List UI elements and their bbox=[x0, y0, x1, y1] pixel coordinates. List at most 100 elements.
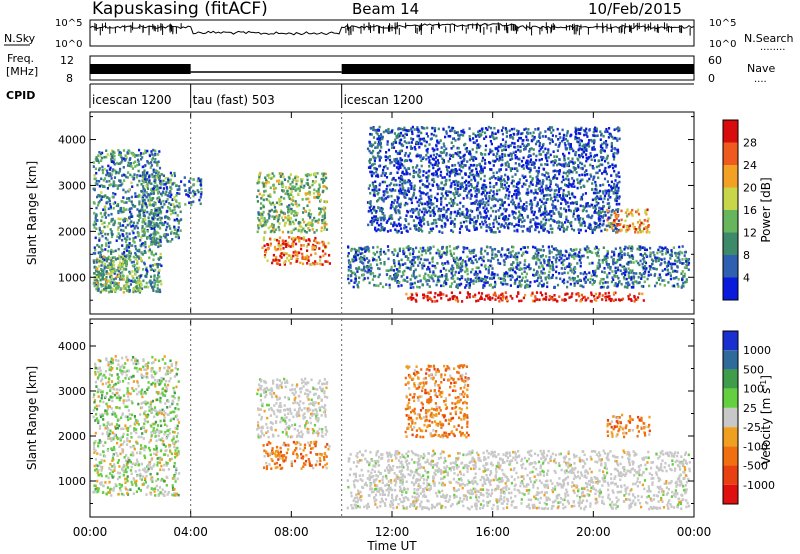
power-cell bbox=[138, 195, 141, 198]
power-cell bbox=[447, 134, 450, 138]
power-cell bbox=[535, 222, 538, 226]
power-cell bbox=[585, 133, 588, 136]
power-cell bbox=[272, 259, 275, 262]
power-cell bbox=[426, 268, 429, 271]
power-cell bbox=[409, 145, 412, 148]
power-cell bbox=[475, 266, 478, 270]
power-cell bbox=[322, 242, 326, 246]
power-cell bbox=[615, 203, 618, 206]
power-cell bbox=[539, 261, 542, 265]
power-cell bbox=[433, 212, 436, 216]
power-cell bbox=[149, 192, 152, 195]
power-cell bbox=[508, 129, 511, 133]
power-cell bbox=[616, 196, 619, 200]
power-cell bbox=[431, 257, 434, 261]
power-cell bbox=[424, 272, 427, 276]
power-cell bbox=[384, 172, 387, 175]
power-cell bbox=[548, 251, 551, 255]
power-cell bbox=[485, 201, 488, 204]
power-cell bbox=[524, 275, 527, 279]
power-cell bbox=[303, 256, 306, 259]
power-cell bbox=[589, 281, 592, 284]
power-cell bbox=[555, 155, 559, 158]
power-cell bbox=[168, 217, 171, 221]
power-cell bbox=[561, 298, 564, 302]
power-cell bbox=[616, 283, 619, 286]
power-cell bbox=[166, 187, 169, 191]
power-cell bbox=[382, 130, 385, 134]
power-cell bbox=[259, 211, 262, 215]
power-cell bbox=[124, 240, 128, 244]
power-cell bbox=[386, 245, 390, 248]
power-cell bbox=[524, 258, 527, 262]
power-cell bbox=[569, 202, 572, 205]
power-cell bbox=[386, 140, 389, 143]
power-cell bbox=[140, 251, 143, 254]
power-cell bbox=[117, 153, 121, 156]
power-cell bbox=[534, 191, 537, 194]
power-cell bbox=[583, 271, 586, 274]
power-cell bbox=[374, 141, 377, 144]
power-cell bbox=[457, 258, 460, 262]
power-cell bbox=[396, 198, 399, 201]
power-cell bbox=[672, 277, 675, 280]
power-cell bbox=[152, 214, 155, 217]
power-cell bbox=[587, 296, 590, 300]
power-cell bbox=[395, 268, 398, 271]
power-cell bbox=[147, 224, 150, 228]
power-cell bbox=[583, 146, 586, 149]
power-cell bbox=[575, 299, 578, 302]
power-cell bbox=[132, 161, 135, 165]
power-cell bbox=[457, 245, 460, 249]
power-cell bbox=[137, 282, 141, 286]
power-cell bbox=[126, 274, 129, 278]
power-cell bbox=[527, 284, 530, 287]
power-cell bbox=[488, 191, 491, 194]
power-cell bbox=[363, 258, 366, 262]
power-cell bbox=[314, 236, 317, 240]
power-cell bbox=[159, 210, 163, 213]
power-cell bbox=[549, 264, 552, 268]
power-cell bbox=[369, 263, 372, 266]
power-cell bbox=[372, 128, 375, 132]
power-cell bbox=[151, 264, 154, 267]
power-cell bbox=[442, 267, 445, 270]
power-cell bbox=[685, 260, 688, 263]
power-cell bbox=[118, 236, 121, 239]
power-cell bbox=[612, 299, 615, 302]
power-cell bbox=[466, 272, 469, 276]
power-cell bbox=[92, 165, 95, 168]
power-cell bbox=[453, 247, 456, 250]
power-cell bbox=[407, 266, 410, 270]
power-cell bbox=[325, 223, 328, 226]
power-cell bbox=[264, 176, 267, 180]
power-cell bbox=[564, 194, 567, 197]
power-cell bbox=[534, 297, 537, 300]
power-cell bbox=[520, 159, 524, 163]
power-cell bbox=[503, 201, 506, 204]
power-cell bbox=[427, 249, 430, 252]
power-cell bbox=[125, 201, 128, 204]
power-cell bbox=[118, 179, 121, 182]
power-cell bbox=[117, 247, 120, 251]
power-cell bbox=[432, 219, 436, 222]
power-cell bbox=[599, 155, 603, 159]
power-cell bbox=[422, 293, 425, 297]
power-cell bbox=[117, 162, 120, 166]
power-cell bbox=[426, 151, 429, 154]
power-cell bbox=[311, 223, 314, 226]
power-cell bbox=[566, 130, 569, 133]
power-cell bbox=[512, 201, 515, 204]
power-cell bbox=[287, 195, 290, 199]
power-cell bbox=[355, 258, 358, 262]
power-cell bbox=[600, 207, 603, 210]
power-cell bbox=[683, 275, 686, 278]
power-cell bbox=[111, 263, 114, 267]
power-cell bbox=[293, 214, 296, 217]
power-cell bbox=[482, 222, 485, 226]
power-cell bbox=[372, 149, 375, 153]
power-cell bbox=[262, 219, 265, 223]
power-cell bbox=[593, 211, 596, 214]
power-cell bbox=[135, 224, 138, 228]
